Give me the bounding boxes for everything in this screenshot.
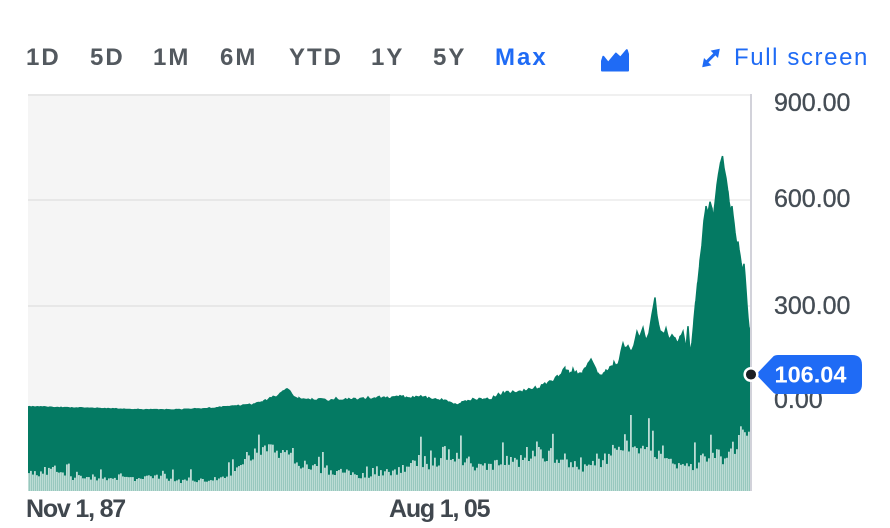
svg-text:106.04: 106.04	[775, 362, 847, 388]
